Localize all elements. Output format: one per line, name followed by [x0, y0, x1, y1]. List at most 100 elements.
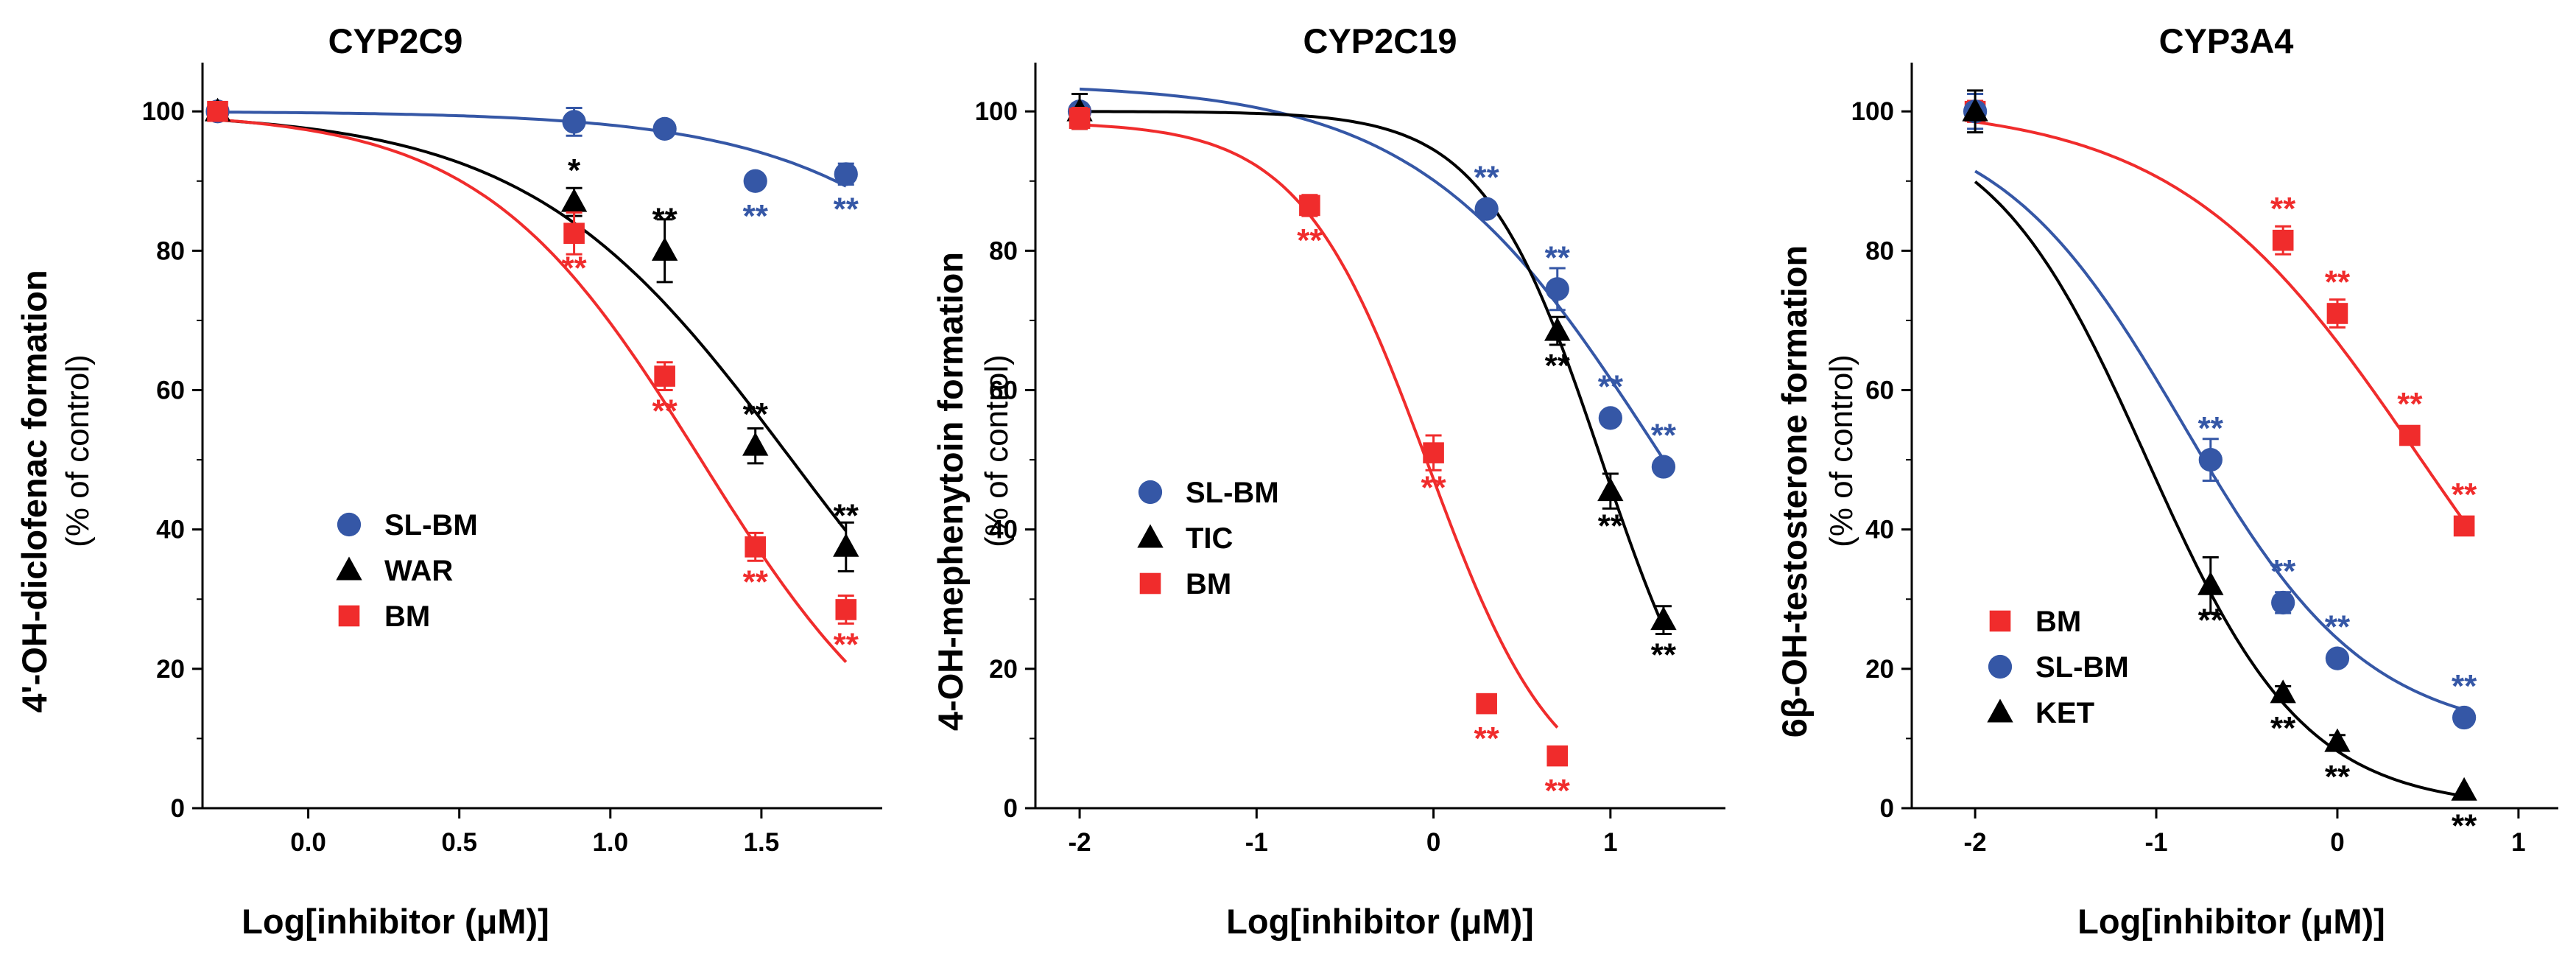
significance-mark: **: [834, 626, 859, 662]
significance-mark: **: [652, 393, 678, 430]
y-tick-label: 100: [142, 97, 185, 126]
significance-mark: **: [2397, 386, 2423, 422]
significance-mark: **: [1545, 239, 1571, 276]
fit-curve-sl-bm: [217, 111, 847, 188]
significance-mark: **: [743, 396, 769, 432]
legend-marker-bm: [1139, 572, 1161, 595]
legend-label: SL-BM: [384, 509, 478, 541]
data-point-bm: [654, 365, 675, 387]
y-tick-label: 80: [989, 236, 1018, 265]
x-tick-label: 0.0: [290, 828, 326, 857]
x-tick-label: 1: [1603, 828, 1617, 857]
y-tick-label: 20: [989, 655, 1018, 684]
data-point-sl-bm: [2452, 705, 2477, 730]
legend-label: BM: [1186, 568, 1231, 600]
y-tick-label: 60: [156, 376, 185, 405]
significance-mark: **: [2325, 759, 2351, 795]
data-point-sl-bm: [652, 116, 677, 141]
panel-cyp2c19: CYP2C19 Log[inhibitor (μM)] 4-OH-mepheny…: [931, 21, 1725, 941]
y-tick-label: 80: [1865, 236, 1894, 265]
y-tick-label: 0: [171, 794, 185, 823]
significance-mark: **: [652, 201, 678, 237]
legend-label: SL-BM: [1186, 477, 1279, 509]
x-axis-label: Log[inhibitor (μM)]: [242, 902, 549, 941]
data-point-ket: [1962, 97, 1988, 122]
fit-curve-sl-bm: [1080, 87, 1665, 460]
significance-mark: **: [1474, 160, 1500, 196]
significance-mark: **: [1598, 508, 1624, 544]
y-tick-label: 60: [989, 376, 1018, 405]
data-point-bm: [2326, 303, 2348, 324]
data-point-bm: [207, 100, 228, 122]
significance-mark: **: [2198, 602, 2224, 638]
significance-mark: *: [568, 153, 581, 189]
chart-title: CYP2C19: [1303, 21, 1457, 60]
y-tick-label: 40: [1865, 516, 1894, 544]
legend-marker-ket: [1987, 698, 2013, 723]
legend-marker-war: [336, 556, 362, 581]
data-point-sl-bm: [1474, 197, 1499, 221]
y-axis-sublabel: (% of control): [979, 354, 1015, 547]
legend-marker-sl-bm: [337, 512, 362, 537]
significance-mark: **: [2270, 710, 2296, 746]
significance-mark: **: [1474, 721, 1500, 757]
data-point-bm: [1423, 442, 1444, 463]
significance-mark: **: [1598, 368, 1624, 404]
fit-curve-ket: [1974, 180, 2465, 798]
data-point-bm: [2399, 424, 2421, 446]
fit-curve-tic: [1080, 110, 1665, 628]
legend-label: KET: [2035, 697, 2094, 729]
data-point-ket: [2270, 679, 2296, 704]
data-point-bm: [1546, 745, 1569, 767]
x-tick-label: 0: [2330, 828, 2344, 857]
legend-marker-sl-bm: [1988, 654, 2013, 679]
data-point-bm: [2272, 229, 2294, 251]
legend-marker-bm: [338, 605, 360, 627]
significance-mark: **: [1545, 773, 1571, 809]
panel-cyp3a4: CYP3A4 Log[inhibitor (μM)] 6β-OH-testost…: [1775, 21, 2558, 941]
x-tick-label: -2: [1964, 828, 1987, 857]
fit-curve-sl-bm: [1974, 169, 2465, 712]
legend-label: TIC: [1186, 522, 1233, 555]
legend-label: BM: [384, 600, 430, 633]
fit-curve-war: [217, 119, 848, 532]
data-point-sl-bm: [1651, 455, 1676, 479]
significance-mark: **: [2270, 553, 2296, 589]
y-tick-label: 0: [1880, 794, 1894, 823]
significance-mark: **: [834, 191, 859, 227]
chart-title: CYP2C9: [328, 21, 463, 60]
data-point-sl-bm: [1598, 406, 1622, 430]
significance-mark: **: [834, 497, 859, 533]
legend-label: WAR: [384, 555, 453, 587]
data-point-bm: [1476, 693, 1497, 715]
data-point-sl-bm: [1545, 277, 1569, 301]
data-point-war: [560, 188, 588, 212]
y-axis-label: 4'-OH-diclofenac formation: [15, 270, 54, 712]
data-point-war: [651, 236, 678, 261]
significance-mark: **: [2325, 264, 2351, 300]
y-tick-label: 20: [1865, 655, 1894, 684]
data-point-sl-bm: [2198, 447, 2223, 472]
panel-cyp2c9: CYP2C9 Log[inhibitor (μM)] 4'-OH-diclofe…: [15, 21, 882, 941]
x-tick-label: 1.0: [592, 828, 628, 857]
y-tick-label: 20: [156, 655, 185, 684]
significance-mark: **: [2198, 410, 2224, 446]
data-point-tic: [1650, 606, 1677, 631]
legend-marker-bm: [1989, 610, 2011, 632]
significance-mark: **: [1545, 348, 1571, 384]
y-tick-label: 80: [156, 236, 185, 265]
significance-mark: **: [2270, 191, 2296, 227]
significance-mark: **: [1651, 418, 1677, 454]
x-axis-label: Log[inhibitor (μM)]: [1226, 902, 1534, 941]
x-tick-label: 1: [2511, 828, 2525, 857]
y-tick-label: 100: [975, 97, 1018, 126]
legend-label: BM: [2035, 606, 2081, 638]
data-point-ket: [2197, 571, 2224, 595]
y-tick-label: 40: [989, 516, 1018, 544]
significance-mark: **: [743, 198, 769, 234]
data-point-sl-bm: [2271, 590, 2295, 615]
y-axis-label: 6β-OH-testosterone formation: [1775, 245, 1814, 737]
data-point-sl-bm: [562, 110, 586, 134]
data-point-bm: [563, 222, 585, 245]
